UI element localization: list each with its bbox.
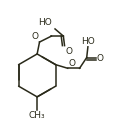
Text: O: O xyxy=(65,47,72,56)
Text: O: O xyxy=(68,59,75,68)
Text: CH₃: CH₃ xyxy=(29,111,45,120)
Text: O: O xyxy=(96,54,103,63)
Text: HO: HO xyxy=(37,18,51,27)
Text: HO: HO xyxy=(80,37,94,46)
Text: O: O xyxy=(32,33,39,41)
